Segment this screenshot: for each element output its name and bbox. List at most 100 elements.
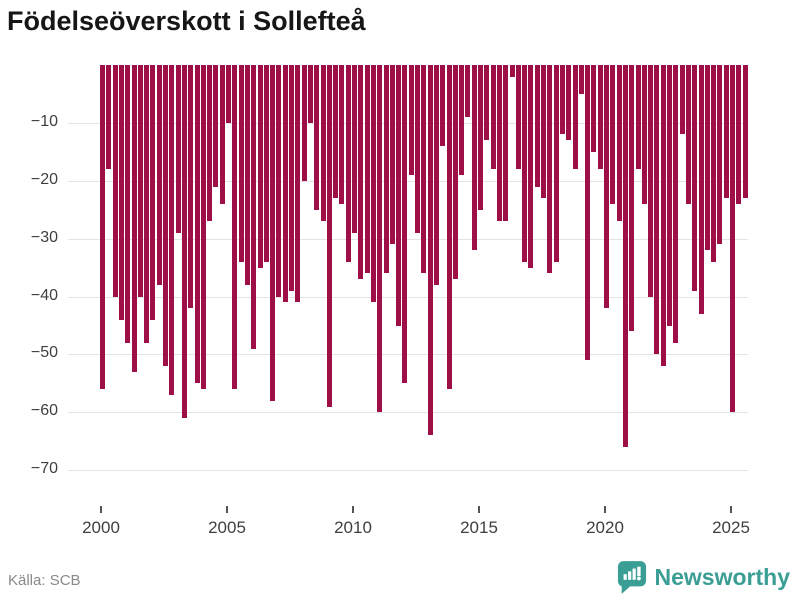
bar-2019q2 [585, 65, 591, 360]
bar-2024q1 [704, 65, 710, 250]
bar-2024q2 [711, 65, 717, 262]
bar-2014q1 [452, 65, 458, 279]
y-axis-tick-label: −20 [30, 170, 58, 188]
bar-2011q3 [389, 65, 395, 244]
chart-title: Födelseöverskott i Sollefteå [7, 6, 366, 36]
y-axis-tick-label: −50 [30, 344, 58, 362]
bar-2003q1 [175, 65, 181, 233]
bar-2024q4 [723, 65, 729, 198]
bar-2011q1 [377, 65, 383, 412]
bar-2011q4 [396, 65, 402, 326]
bar-2021q3 [641, 65, 647, 204]
bar-2023q3 [692, 65, 698, 291]
bar-2020q2 [610, 65, 616, 204]
y-gridline [68, 180, 748, 182]
bar-2019q3 [591, 65, 597, 152]
bar-2010q4 [370, 65, 376, 302]
bar-2002q4 [169, 65, 175, 395]
bar-2014q4 [471, 65, 477, 250]
bar-2016q3 [515, 65, 521, 169]
bar-2023q4 [698, 65, 704, 314]
bar-2022q4 [673, 65, 679, 343]
bar-2006q4 [270, 65, 276, 401]
bar-2009q3 [339, 65, 345, 204]
x-axis-tick-label: 2025 [712, 518, 750, 537]
bar-2005q2 [232, 65, 238, 389]
bar-2022q1 [654, 65, 660, 354]
bar-2003q3 [188, 65, 194, 308]
x-axis-tick-label: 2005 [208, 518, 246, 537]
bar-2017q4 [547, 65, 553, 273]
plot-area: −10 −20 −30 −40 −50 −60 −70 2000 2005 2010 2015 202… [30, 65, 750, 537]
x-axis-tick [226, 506, 228, 513]
bar-2015q2 [484, 65, 490, 140]
bar-2002q3 [163, 65, 168, 366]
y-gridline [68, 354, 748, 356]
bar-2014q3 [465, 65, 471, 117]
bar-2012q2 [408, 65, 414, 175]
bar-2012q1 [402, 65, 408, 383]
bar-2008q3 [314, 65, 320, 210]
y-axis-tick-label: −60 [30, 402, 58, 420]
bar-2013q2 [433, 65, 439, 285]
bar-2019q1 [578, 65, 584, 94]
bar-2018q4 [572, 65, 578, 169]
bar-2006q2 [257, 65, 263, 268]
bar-2001q2 [131, 65, 137, 372]
bar-2020q4 [622, 65, 628, 447]
bar-2000q3 [112, 65, 118, 297]
bar-2002q1 [150, 65, 156, 320]
bar-2025q2 [736, 65, 742, 204]
x-axis-tick [604, 506, 606, 513]
bar-2013q1 [427, 65, 433, 435]
y-gridline [68, 122, 748, 124]
bar-2009q2 [333, 65, 339, 198]
bar-2020q3 [616, 65, 622, 221]
bar-2022q3 [667, 65, 672, 326]
bar-2019q4 [597, 65, 603, 169]
bar-2018q1 [553, 65, 559, 262]
bar-2002q2 [156, 65, 162, 285]
bar-2004q2 [207, 65, 213, 221]
bar-2021q1 [629, 65, 635, 331]
source-note: Källa: SCB [8, 572, 81, 589]
bar-2012q3 [415, 65, 420, 233]
bar-2025q3 [742, 65, 748, 198]
y-gridline [68, 470, 748, 472]
bar-2023q1 [679, 65, 685, 134]
x-axis-tick [352, 506, 354, 513]
bar-2013q4 [446, 65, 452, 389]
bar-2004q1 [200, 65, 206, 389]
bar-2022q2 [660, 65, 666, 366]
bar-2018q2 [559, 65, 565, 134]
bar-2021q4 [648, 65, 654, 297]
x-axis-tick-label: 2015 [460, 518, 498, 537]
bar-2020q1 [604, 65, 609, 308]
bar-2008q4 [320, 65, 326, 221]
x-axis-tick-label: 2020 [586, 518, 624, 537]
bar-2006q3 [263, 65, 269, 262]
bar-2000q1 [100, 65, 105, 389]
bar-2016q1 [503, 65, 509, 221]
bar-2007q3 [289, 65, 294, 291]
x-axis-tick [478, 506, 480, 513]
bar-2007q4 [295, 65, 301, 302]
y-gridline [68, 296, 748, 298]
bar-2001q1 [125, 65, 131, 343]
x-axis-tick-label: 2000 [82, 518, 120, 537]
bar-2017q3 [541, 65, 546, 198]
bar-2010q2 [358, 65, 364, 279]
bar-2003q4 [194, 65, 200, 383]
bar-2007q1 [276, 65, 282, 297]
bar-2015q1 [478, 65, 483, 210]
bar-2017q2 [534, 65, 540, 187]
bar-2007q2 [282, 65, 288, 302]
newsworthy-logo[interactable]: Newsworthy [617, 560, 790, 594]
bar-2010q1 [352, 65, 357, 233]
newsworthy-wordmark: Newsworthy [654, 563, 790, 590]
y-axis-tick-label: −40 [30, 286, 58, 304]
y-axis-tick-label: −70 [30, 460, 58, 478]
bar-2011q2 [383, 65, 389, 273]
newsworthy-icon [617, 561, 646, 594]
